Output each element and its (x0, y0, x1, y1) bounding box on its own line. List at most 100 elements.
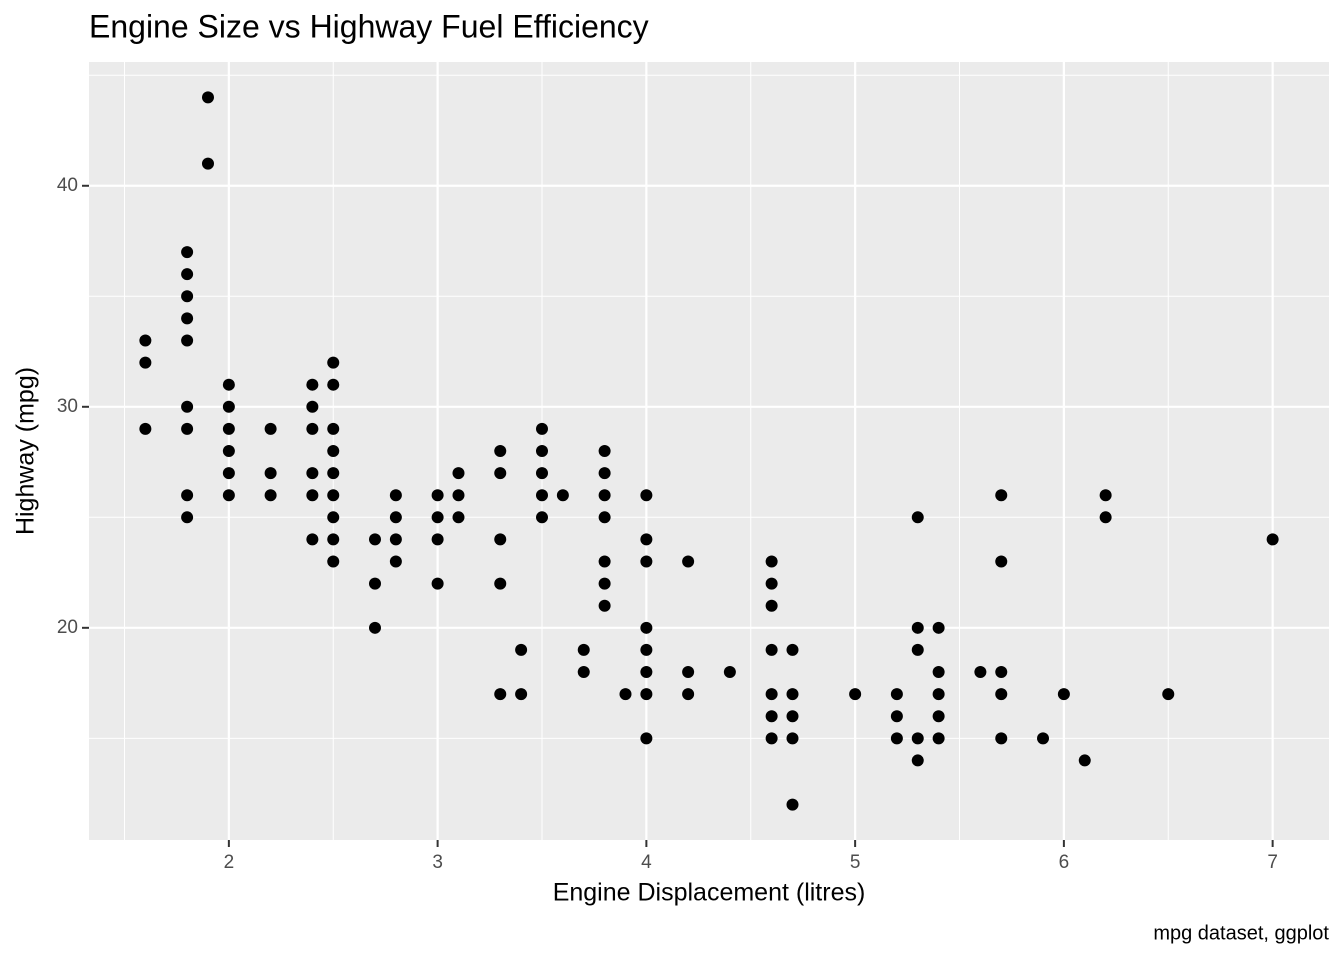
point (181, 400, 194, 413)
point (535, 445, 548, 457)
point (306, 422, 319, 435)
point (535, 511, 548, 524)
point (535, 489, 548, 502)
point (181, 268, 194, 281)
point (389, 511, 402, 524)
point (494, 577, 507, 590)
point (515, 688, 528, 701)
point (515, 643, 528, 656)
point (640, 533, 653, 546)
point (431, 489, 444, 502)
x-tick-label: 3 (432, 852, 443, 873)
point (932, 621, 945, 634)
point (974, 666, 987, 679)
point (139, 334, 152, 347)
point (1162, 688, 1175, 701)
point (452, 511, 465, 524)
point (181, 246, 194, 259)
grid (89, 62, 1329, 840)
point (640, 666, 653, 679)
point (1099, 489, 1112, 502)
point (389, 533, 402, 546)
point (222, 445, 235, 457)
point (181, 290, 194, 303)
point (598, 467, 611, 480)
x-tick-label: 4 (641, 852, 652, 873)
point (1266, 533, 1279, 546)
point (1078, 754, 1091, 767)
point (849, 688, 862, 701)
point (682, 666, 695, 679)
point (786, 688, 799, 701)
point (995, 688, 1008, 701)
caption: mpg dataset, ggplot (1153, 922, 1329, 944)
point (306, 467, 319, 480)
point (494, 467, 507, 480)
point (368, 533, 381, 546)
point (640, 688, 653, 701)
y-tick-label: 30 (57, 396, 78, 417)
point (431, 577, 444, 590)
point (222, 467, 235, 480)
point (890, 688, 903, 701)
point (1037, 732, 1050, 745)
point (222, 378, 235, 391)
point (932, 732, 945, 745)
x-tick-label: 6 (1059, 852, 1070, 873)
point (911, 732, 924, 745)
point (494, 688, 507, 701)
x-tick-label: 2 (224, 852, 235, 873)
point (598, 511, 611, 524)
point (786, 732, 799, 745)
point (640, 555, 653, 568)
point (932, 688, 945, 701)
point (932, 666, 945, 679)
x-tick-label: 5 (850, 852, 861, 873)
y-axis-title: Highway (mpg) (12, 367, 40, 535)
point (765, 688, 778, 701)
y-tick-label: 40 (57, 175, 78, 196)
point (598, 445, 611, 457)
point (765, 599, 778, 612)
x-axis-title: Engine Displacement (litres) (553, 879, 866, 907)
point (327, 378, 340, 391)
y-tick-label: 20 (57, 617, 78, 638)
point (577, 643, 590, 656)
points (139, 91, 1279, 811)
panel (89, 62, 1329, 840)
point (181, 511, 194, 524)
point (327, 467, 340, 480)
point (222, 489, 235, 502)
point (598, 555, 611, 568)
point (786, 710, 799, 723)
point (932, 710, 945, 723)
point (368, 577, 381, 590)
point (598, 577, 611, 590)
point (556, 489, 569, 502)
point (786, 798, 799, 811)
point (452, 467, 465, 480)
point (535, 467, 548, 480)
point (389, 555, 402, 568)
point (327, 511, 340, 524)
point (431, 533, 444, 546)
point (765, 577, 778, 590)
point (723, 666, 736, 679)
point (640, 643, 653, 656)
point (306, 378, 319, 391)
point (494, 533, 507, 546)
point (890, 732, 903, 745)
point (765, 643, 778, 656)
point (264, 422, 277, 435)
point (181, 489, 194, 502)
point (911, 511, 924, 524)
point (222, 400, 235, 413)
point (640, 621, 653, 634)
point (431, 511, 444, 524)
point (327, 533, 340, 546)
point (598, 599, 611, 612)
point (577, 666, 590, 679)
point (264, 467, 277, 480)
point (911, 621, 924, 634)
point (786, 643, 799, 656)
